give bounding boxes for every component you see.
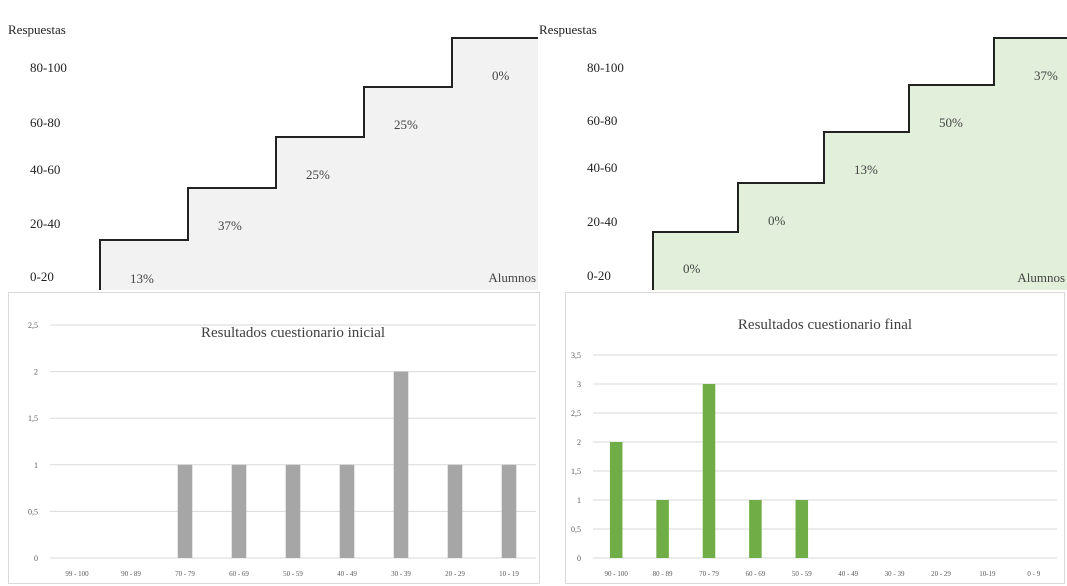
staircase-chart-initial: Respuestas 80-100 60-80 40-60 20-40 0-20 13% 37… [8,22,538,290]
y-tick-label: 2 [577,438,581,447]
y-tick-label: 2,5 [28,321,38,330]
x-tick-label: 99 - 100 [65,570,89,578]
staircase-fill [653,38,1067,290]
row-label: 0-20 [587,268,611,283]
x-tick-label: 80 - 89 [653,570,673,578]
y-tick-label: 0,5 [28,507,38,516]
y-tick-label: 1 [34,461,38,470]
x-tick-label: 50 - 59 [283,570,303,578]
step-percentage: 0% [683,261,701,276]
x-tick-label: 30 - 39 [391,570,411,578]
row-label: 20-40 [30,216,60,231]
bar [285,464,301,558]
staircase-outline [652,37,1067,290]
chart-title: Resultados cuestionario final [738,317,912,333]
row-label: 80-100 [30,60,67,75]
bar [177,464,193,558]
bar [656,500,669,558]
y-tick-label: 2 [34,368,38,377]
x-tick-label: 90 - 89 [121,570,141,578]
y-tick-label: 1,5 [571,467,581,476]
row-label: 40-60 [30,162,60,177]
bar [231,464,247,558]
step-percentage: 25% [306,167,330,182]
axis-title-alumnos: Alumnos [1017,270,1065,285]
step-percentage: 37% [218,218,242,233]
step-percentage: 0% [492,68,510,83]
bar [447,464,463,558]
row-label: 60-80 [587,113,617,128]
row-label: 80-100 [587,60,624,75]
step-percentage: 25% [394,117,418,132]
x-tick-label: 10-19 [979,570,996,578]
step-percentage: 37% [1034,68,1058,83]
y-tick-label: 2,5 [571,409,581,418]
chart-border [565,292,1065,584]
bar [339,464,355,558]
staircase-outline [99,37,538,290]
bar [393,371,409,558]
x-tick-label: 90 - 100 [605,570,629,578]
x-tick-label: 70 - 79 [699,570,719,578]
y-tick-label: 1 [577,496,581,505]
bar-chart-final: 0 0,5 1 1,5 2 2,5 3 3,5 Resultados cuestionario … [565,292,1065,584]
bar [609,442,623,558]
x-tick-label: 40 - 49 [838,570,858,578]
x-tick-label: 40 - 49 [337,570,357,578]
y-tick-label: 0 [34,554,38,563]
row-label: 40-60 [587,160,617,175]
chart-title: Resultados cuestionario inicial [201,325,385,341]
axis-title-alumnos: Alumnos [488,270,536,285]
bar [749,500,762,558]
row-label: 60-80 [30,115,60,130]
x-tick-label: 30 - 39 [885,570,905,578]
y-tick-label: 1,5 [28,414,38,423]
step-percentage: 50% [939,115,963,130]
staircase-fill [100,38,538,290]
y-tick-label: 3 [577,380,581,389]
x-tick-label: 60 - 69 [229,570,249,578]
step-percentage: 0% [768,213,786,228]
axis-title-respuestas: Respuestas [539,22,597,37]
staircase-chart-final: Respuestas 80-100 60-80 40-60 20-40 0-20 0% 0% 1… [539,22,1067,290]
step-percentage: 13% [130,271,154,286]
y-tick-label: 0 [577,554,581,563]
row-label: 0-20 [30,269,54,284]
x-tick-label: 50 - 59 [792,570,812,578]
axis-title-respuestas: Respuestas [8,22,66,37]
step-percentage: 13% [854,162,878,177]
x-tick-label: 0 - 9 [1027,570,1040,578]
bar [501,464,517,558]
bar [795,500,809,558]
row-label: 20-40 [587,214,617,229]
y-tick-label: 3,5 [571,351,581,360]
x-tick-label: 70 - 79 [175,570,195,578]
x-tick-label: 10 - 19 [499,570,519,578]
bar-chart-initial: 0 0,5 1 1,5 2 2,5 Resultados cuestionario inic… [8,292,540,584]
x-tick-label: 20 - 29 [445,570,465,578]
bar [702,384,716,558]
x-tick-label: 20 - 29 [931,570,951,578]
y-tick-label: 0,5 [571,525,581,534]
x-tick-label: 60 - 69 [745,570,765,578]
